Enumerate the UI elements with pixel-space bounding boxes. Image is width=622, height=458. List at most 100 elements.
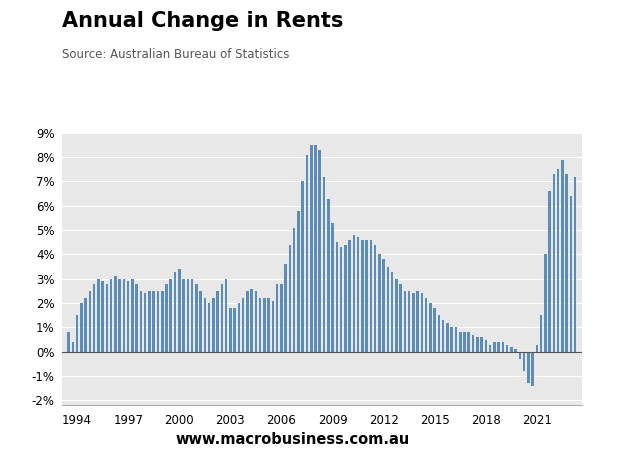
Bar bbox=[225, 279, 228, 352]
Bar bbox=[442, 320, 445, 352]
Bar bbox=[318, 150, 321, 352]
Bar bbox=[353, 235, 355, 352]
Bar bbox=[242, 298, 244, 352]
Bar bbox=[238, 303, 240, 352]
Bar bbox=[420, 294, 423, 352]
Bar bbox=[289, 245, 291, 352]
Bar bbox=[93, 284, 95, 352]
Bar bbox=[459, 333, 462, 352]
Bar bbox=[67, 333, 70, 352]
Bar bbox=[88, 291, 91, 352]
Bar bbox=[574, 177, 577, 352]
Bar bbox=[114, 276, 117, 352]
Bar bbox=[399, 284, 402, 352]
Bar bbox=[549, 191, 551, 352]
Bar bbox=[408, 291, 411, 352]
Bar bbox=[85, 298, 87, 352]
Bar bbox=[391, 272, 393, 352]
Bar bbox=[536, 344, 538, 352]
Bar bbox=[191, 279, 193, 352]
Bar bbox=[246, 291, 249, 352]
Bar bbox=[455, 327, 457, 352]
Bar bbox=[140, 291, 142, 352]
Bar bbox=[187, 279, 189, 352]
Text: Annual Change in Rents: Annual Change in Rents bbox=[62, 11, 343, 32]
Bar bbox=[416, 291, 419, 352]
Bar bbox=[540, 315, 542, 352]
Bar bbox=[208, 303, 210, 352]
Bar bbox=[369, 240, 372, 352]
Bar bbox=[544, 255, 547, 352]
Bar bbox=[348, 240, 351, 352]
Bar bbox=[280, 284, 283, 352]
Bar bbox=[174, 272, 176, 352]
Bar bbox=[357, 237, 360, 352]
Bar bbox=[412, 294, 415, 352]
Bar bbox=[233, 308, 236, 352]
Bar bbox=[169, 279, 172, 352]
Bar bbox=[106, 284, 108, 352]
Bar bbox=[332, 223, 334, 352]
Bar bbox=[80, 303, 83, 352]
Bar bbox=[195, 284, 198, 352]
Bar bbox=[485, 340, 487, 352]
Bar bbox=[340, 247, 342, 352]
Bar bbox=[221, 284, 223, 352]
Bar bbox=[552, 174, 555, 352]
Bar bbox=[123, 279, 125, 352]
Bar bbox=[446, 322, 448, 352]
Bar bbox=[178, 269, 180, 352]
Bar bbox=[199, 291, 202, 352]
Bar bbox=[468, 333, 470, 352]
Bar bbox=[267, 298, 270, 352]
Bar bbox=[395, 279, 397, 352]
Bar bbox=[344, 245, 346, 352]
Bar bbox=[361, 240, 364, 352]
Bar bbox=[310, 145, 312, 352]
Bar bbox=[259, 298, 261, 352]
Bar bbox=[272, 301, 274, 352]
Bar bbox=[131, 279, 134, 352]
Bar bbox=[493, 342, 496, 352]
Bar bbox=[229, 308, 231, 352]
Bar bbox=[165, 284, 168, 352]
Bar bbox=[144, 294, 147, 352]
Bar bbox=[450, 327, 453, 352]
Bar bbox=[489, 344, 491, 352]
Bar bbox=[110, 279, 113, 352]
Bar bbox=[302, 181, 304, 352]
Bar bbox=[251, 289, 253, 352]
Bar bbox=[463, 333, 466, 352]
Bar bbox=[514, 349, 517, 352]
Bar bbox=[506, 344, 508, 352]
Bar bbox=[561, 159, 564, 352]
Bar bbox=[434, 308, 436, 352]
Bar bbox=[557, 169, 559, 352]
Bar bbox=[523, 352, 526, 371]
Bar bbox=[387, 267, 389, 352]
Bar bbox=[565, 174, 568, 352]
Bar bbox=[216, 291, 219, 352]
Bar bbox=[531, 352, 534, 386]
Bar bbox=[101, 281, 104, 352]
Bar bbox=[501, 342, 504, 352]
Bar bbox=[276, 284, 279, 352]
Bar bbox=[72, 342, 74, 352]
Text: Source: Australian Bureau of Statistics: Source: Australian Bureau of Statistics bbox=[62, 48, 290, 61]
Bar bbox=[161, 291, 164, 352]
Bar bbox=[305, 155, 309, 352]
Bar bbox=[404, 291, 406, 352]
Bar bbox=[157, 291, 159, 352]
Text: BUSINESS: BUSINESS bbox=[509, 49, 576, 62]
Bar bbox=[254, 291, 257, 352]
Bar bbox=[519, 352, 521, 359]
Bar bbox=[263, 298, 266, 352]
Bar bbox=[203, 298, 206, 352]
Text: MACRO: MACRO bbox=[513, 24, 573, 39]
Bar bbox=[127, 281, 129, 352]
Bar bbox=[374, 245, 376, 352]
Bar bbox=[438, 315, 440, 352]
Bar bbox=[378, 255, 381, 352]
Bar bbox=[476, 337, 478, 352]
Bar bbox=[365, 240, 368, 352]
